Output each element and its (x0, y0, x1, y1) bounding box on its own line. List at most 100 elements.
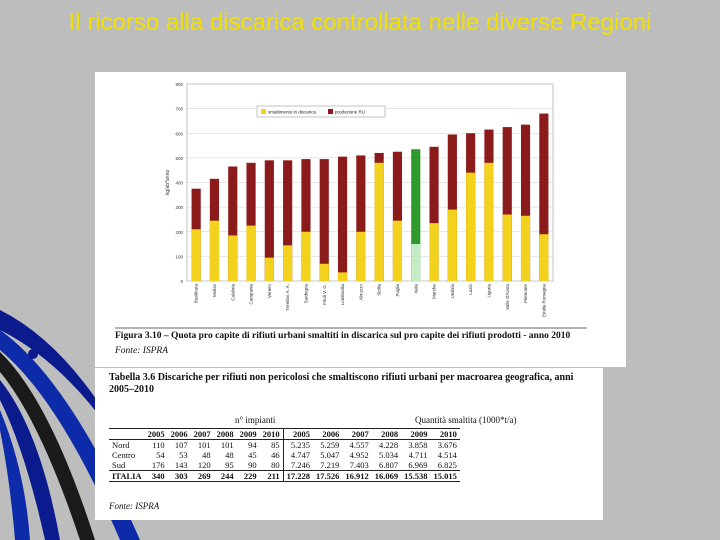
bar-landfill (283, 245, 293, 281)
year-header: 2008 (371, 428, 402, 440)
value-cell: 107 (174, 440, 188, 450)
bar-landfill (520, 215, 531, 281)
value-cell: 6.807 (378, 460, 399, 470)
category-label: Trentino A. A. (285, 284, 290, 311)
bar-landfill (228, 235, 238, 281)
category-label: Emilia Romagna (541, 284, 546, 318)
landfill-table: 2005 2006 2007 2008 2009 2010 2005 2006 2007 2008… (109, 428, 460, 482)
group-header-impianti: n° impianti (235, 415, 276, 425)
table-caption: Tabella 3.6 Discariche per rifiuti non p… (109, 372, 574, 395)
legend-box (256, 105, 386, 118)
bar-landfill (466, 172, 476, 281)
category-label: Valle d'Aosta (505, 284, 510, 310)
value-cell: 5.259 (320, 440, 340, 450)
value-cell: 4.747 (282, 450, 313, 460)
value-cell: 4.711 (408, 450, 428, 460)
year-header: 2007 (190, 428, 214, 440)
table-body: Nord 110 107 101 101 94 85 5.235 5.259 4.557 4.228… (109, 439, 460, 482)
value-cell: 3.858 (408, 440, 428, 450)
figure-caption: Figura 3.10 – Quota pro capite di rifiut… (115, 331, 571, 341)
year-header: 2007 (342, 428, 372, 440)
value-cell: 53 (179, 450, 188, 460)
bar-production (502, 127, 512, 281)
value-cell: 4.514 (437, 450, 457, 460)
category-label: Italia (413, 284, 418, 294)
value-cell: 211 (259, 470, 284, 482)
value-cell: 6.825 (437, 460, 457, 470)
value-cell: 15.538 (401, 470, 431, 482)
slide-title: Il ricorso alla discarica controllata ne… (68, 9, 652, 36)
bar-production (337, 156, 348, 281)
area-cell: ITALIA (109, 470, 145, 482)
category-label: Lazio (468, 284, 473, 295)
year-header: 2005 (282, 428, 313, 440)
value-cell: 5.034 (378, 450, 399, 460)
bar-landfill (301, 231, 311, 281)
category-label: Puglia (395, 284, 400, 297)
value-cell: 340 (144, 470, 168, 482)
bar-production (520, 124, 531, 281)
value-cell: 7.403 (349, 460, 369, 470)
value-cell: 5.047 (320, 450, 340, 460)
year-header: 2006 (167, 428, 191, 440)
year-header: 2008 (213, 428, 237, 440)
value-cell: 120 (197, 460, 211, 470)
table-row: Centro 54 53 48 48 45 46 4.747 5.047 4.952 5.034 4.… (109, 450, 460, 460)
y-tick-label: 400 (175, 181, 183, 186)
bar-production (264, 160, 274, 281)
value-cell: 94 (248, 440, 257, 450)
category-label: Sicilia (377, 284, 382, 296)
bar-landfill (539, 234, 549, 281)
area-cell: Centro (112, 450, 136, 460)
value-cell: 176 (151, 460, 165, 470)
value-cell: 101 (220, 440, 234, 450)
bar-landfill (411, 244, 421, 281)
value-cell: 244 (213, 470, 237, 482)
value-cell: 16.912 (342, 470, 372, 482)
bar-landfill (429, 223, 439, 281)
value-cell: 48 (225, 450, 234, 460)
category-label: Sardegna (303, 284, 308, 304)
bar-landfill (484, 162, 494, 281)
bar-production (283, 160, 293, 281)
value-cell: 85 (271, 440, 280, 450)
category-label: Liguria (486, 284, 491, 298)
category-label: Piemonte (523, 284, 528, 304)
category-label: Veneto (267, 284, 272, 299)
bar-landfill (246, 225, 256, 281)
year-header: 2009 (236, 428, 260, 440)
area-cell: Nord (112, 440, 130, 450)
bar-production (411, 149, 421, 281)
table-panel: Tabella 3.6 Discariche per rifiuti non p… (95, 368, 603, 520)
table-row: Nord 110 107 101 101 94 85 5.235 5.259 4.557 4.228… (109, 439, 460, 450)
bar-landfill (319, 263, 329, 281)
bar-production (228, 166, 238, 281)
bar-production (246, 162, 256, 281)
y-tick-label: 500 (175, 156, 183, 161)
value-cell: 4.228 (378, 440, 399, 450)
group-header-quantita: Quantità smaltita (1000*t/a) (415, 415, 517, 425)
year-header: 2010 (259, 428, 284, 440)
value-cell: 15.015 (430, 470, 460, 482)
value-cell: 5.235 (282, 439, 313, 450)
table-row: ITALIA 340 303 269 244 229 211 17.228 17.526 16.9… (109, 470, 460, 482)
value-cell: 6.969 (408, 460, 428, 470)
category-label: Calabria (230, 284, 235, 301)
bar-landfill (374, 162, 384, 281)
bar-landfill (356, 231, 366, 281)
bar-production (392, 151, 403, 281)
value-cell: 269 (190, 470, 214, 482)
bar-landfill (447, 209, 457, 281)
value-cell: 17.526 (312, 470, 343, 482)
value-cell: 16.069 (371, 470, 402, 482)
y-tick-label: 800 (175, 82, 183, 87)
value-cell: 3.676 (437, 440, 457, 450)
bar-landfill (209, 220, 220, 281)
category-label: Friuli V. G. (322, 284, 327, 305)
year-header: 2006 (312, 428, 343, 440)
value-cell: 45 (248, 450, 257, 460)
y-tick-label: 200 (175, 230, 183, 235)
y-axis-label: kg/ab*anno (165, 170, 171, 196)
figure-source: Fonte: ISPRA (115, 346, 169, 356)
y-tick-label: 0 (180, 279, 183, 284)
